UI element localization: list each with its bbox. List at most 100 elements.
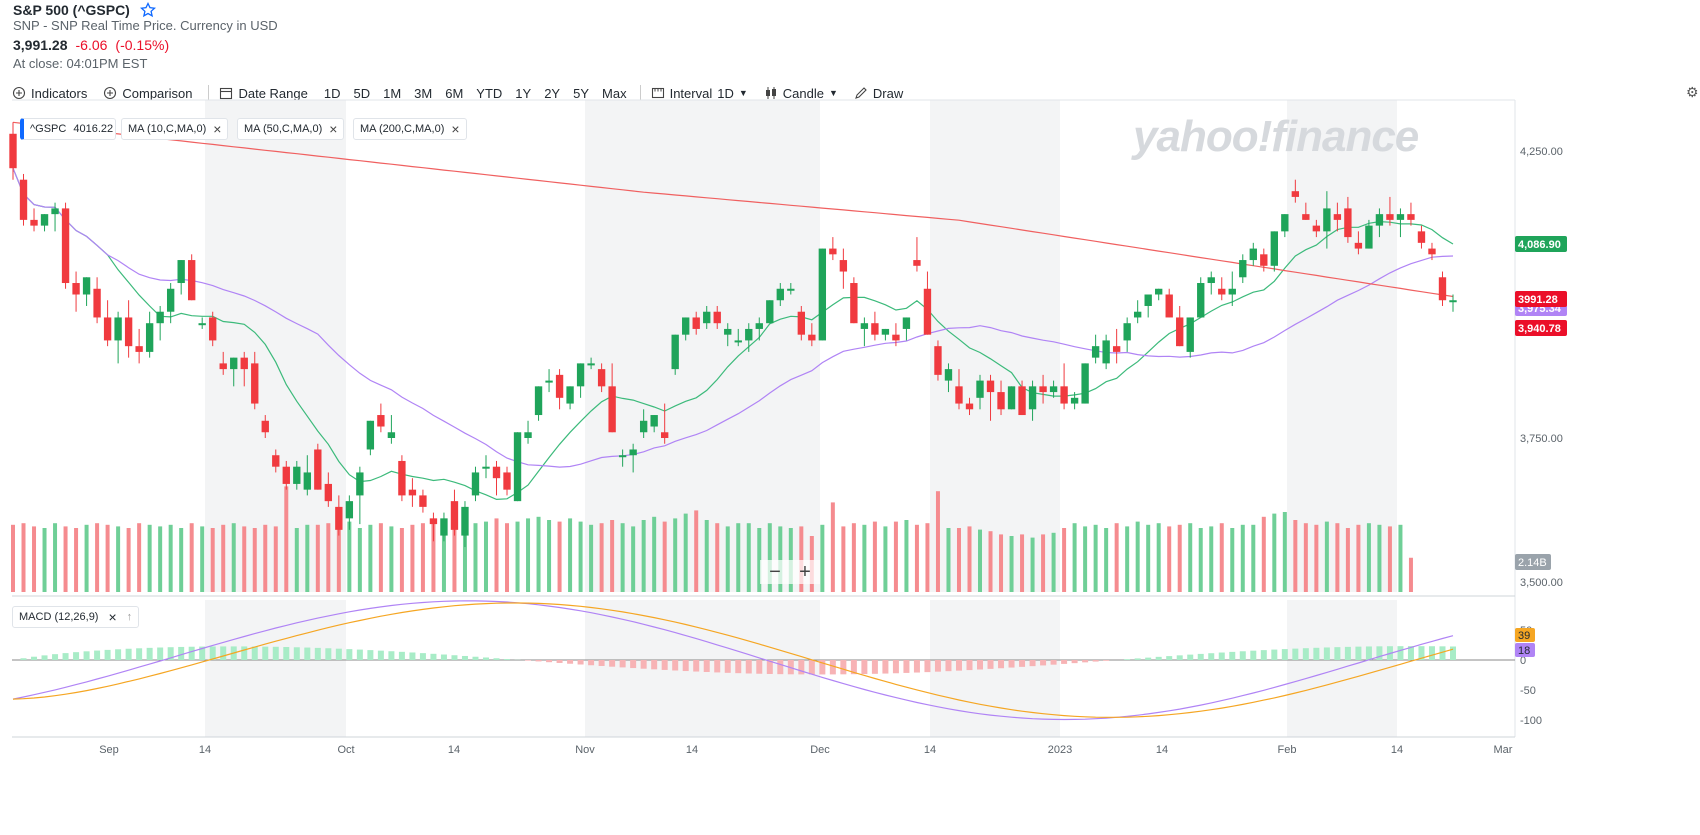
candle-body <box>976 380 984 398</box>
range-2y[interactable]: 2Y <box>544 85 561 101</box>
close-icon[interactable]: × <box>213 121 222 137</box>
zoom-in-icon[interactable]: + <box>799 560 811 583</box>
macd-histogram-bar <box>1082 660 1089 663</box>
interval-button[interactable]: Interval 1D ▼ <box>651 86 748 101</box>
candle-body <box>314 449 322 490</box>
candle-body <box>671 334 679 370</box>
ma50-chip[interactable]: MA (50,C,MA,0) × <box>237 118 345 140</box>
volume-bar <box>231 523 236 592</box>
ma10-chip[interactable]: MA (10,C,MA,0) × <box>121 118 229 140</box>
chart-type-button[interactable]: Candle ▼ <box>764 86 838 101</box>
macd-histogram-bar <box>850 660 857 675</box>
candle-body <box>871 323 879 335</box>
month-band <box>930 100 1060 592</box>
range-6m[interactable]: 6M <box>445 85 464 101</box>
candle-body <box>513 432 522 502</box>
volume-bar <box>704 520 709 592</box>
macd-histogram-bar <box>1071 660 1078 664</box>
date-range-button[interactable]: Date Range <box>219 86 308 101</box>
volume-bar <box>820 524 825 592</box>
close-icon[interactable]: × <box>451 121 460 137</box>
settings-gear-icon[interactable]: ⚙ <box>1686 84 1699 100</box>
macd-histogram-bar <box>1208 653 1215 660</box>
macd-histogram-bar <box>94 650 101 660</box>
candle-body <box>682 317 690 335</box>
star-icon[interactable] <box>139 2 156 18</box>
candle-body <box>335 506 343 530</box>
candle-body <box>398 460 406 496</box>
chart-type-label: Candle <box>782 85 824 101</box>
candle-body <box>230 357 238 370</box>
candle-body <box>272 455 280 467</box>
candle-body <box>986 380 995 393</box>
range-max[interactable]: Max <box>602 85 627 101</box>
symbol-chip[interactable]: ^GSPC 4016.22 <box>20 118 116 140</box>
macd-histogram-bar <box>766 660 773 674</box>
candle-body <box>1270 231 1278 266</box>
comparison-button[interactable]: Comparison <box>103 86 192 101</box>
range-5y[interactable]: 5Y <box>573 85 590 101</box>
range-1y[interactable]: 1Y <box>515 85 532 101</box>
macd-histogram-bar <box>955 660 962 671</box>
macd-histogram-bar <box>409 652 416 660</box>
volume-bar <box>137 523 142 592</box>
candle-body <box>1396 214 1405 220</box>
pencil-icon <box>855 87 867 99</box>
close-icon[interactable]: × <box>329 121 338 137</box>
indicators-button[interactable]: Indicators <box>12 86 87 101</box>
range-5d[interactable]: 5D <box>353 85 371 101</box>
macd-histogram-bar <box>619 660 626 668</box>
ma200-chip[interactable]: MA (200,C,MA,0) × <box>353 118 467 140</box>
macd-histogram-bar <box>262 646 269 660</box>
macd-histogram-bar <box>157 647 164 660</box>
volume-bar <box>1272 513 1277 592</box>
ma200-line <box>12 121 1454 298</box>
arrow-up-icon[interactable]: ↑ <box>126 611 133 623</box>
macd-histogram-bar <box>966 660 973 671</box>
volume-bar <box>242 526 247 592</box>
x-tick-label: Dec <box>810 744 830 756</box>
volume-bar <box>830 502 835 592</box>
candle-body <box>1144 294 1152 306</box>
macd-histogram-bar <box>1292 648 1299 660</box>
candle-body <box>1176 317 1184 347</box>
draw-button[interactable]: Draw <box>854 86 903 101</box>
macd-histogram-bar <box>1187 654 1194 660</box>
range-1m[interactable]: 1M <box>383 85 402 101</box>
range-ytd[interactable]: YTD <box>476 85 503 101</box>
volume-bar <box>557 521 562 592</box>
candle-body <box>965 403 974 410</box>
volume-bar <box>74 528 79 592</box>
candle-body <box>597 369 606 387</box>
candle-body <box>1039 386 1047 393</box>
ma10-label: MA (10,C,MA,0) <box>128 123 207 135</box>
volume-bar <box>631 526 636 592</box>
macd-histogram-bar <box>146 647 153 660</box>
volume-bar <box>1030 537 1035 592</box>
close-icon[interactable]: × <box>108 609 117 625</box>
macd-histogram-bar <box>682 660 689 672</box>
macd-histogram-bar <box>1218 652 1225 660</box>
macd-chip[interactable]: MACD (12,26,9) × ↑ <box>12 606 140 628</box>
range-1d[interactable]: 1D <box>323 85 341 101</box>
macd-histogram-bar <box>1313 647 1320 660</box>
range-3m[interactable]: 3M <box>414 85 433 101</box>
macd-histogram-bar <box>482 657 489 660</box>
x-tick-label: Mar <box>1494 744 1513 756</box>
candle-body <box>955 386 963 404</box>
candle-body <box>145 323 154 352</box>
macd-histogram-bar <box>325 648 332 660</box>
zoom-out-icon[interactable]: − <box>769 560 781 583</box>
volume-bar <box>189 523 194 592</box>
macd-histogram-bar <box>493 658 500 660</box>
volume-bar <box>452 524 457 592</box>
candle-body <box>114 317 122 341</box>
macd-histogram-bar <box>1155 656 1162 660</box>
candle-body <box>166 288 175 312</box>
candle-body <box>19 179 28 220</box>
macd-histogram-bar <box>1376 646 1383 660</box>
volume-bar <box>315 524 320 592</box>
volume-bar <box>515 521 520 592</box>
candle-body <box>177 260 185 284</box>
